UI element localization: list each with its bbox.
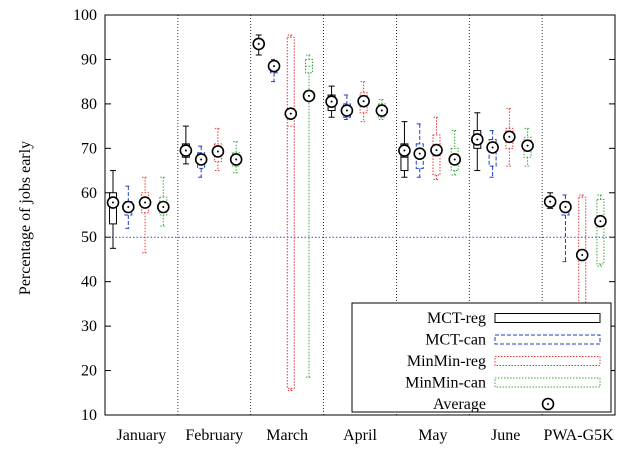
box-minmin-reg-february (211, 127, 225, 172)
average-marker-dot (380, 109, 383, 112)
box-mct-can-june (486, 130, 499, 178)
box-minmin-can-february (229, 141, 243, 174)
x-tick-label: March (266, 427, 308, 444)
average-marker-dot (581, 254, 584, 256)
average-marker-dot (403, 149, 406, 152)
box-minmin-reg-may (430, 116, 443, 180)
box-mct-can-pwa-g5k (559, 194, 572, 263)
legend-average-dot (547, 403, 549, 405)
average-marker-dot (216, 150, 219, 153)
x-tick-label: April (343, 427, 377, 444)
average-marker-dot (362, 100, 365, 103)
legend-label: MCT-can (425, 332, 486, 349)
average-marker-dot (453, 158, 456, 161)
average-marker-dot (345, 109, 348, 112)
y-tick-label: 30 (81, 318, 97, 335)
y-tick-label: 100 (73, 7, 97, 24)
y-tick-label: 20 (81, 363, 97, 380)
legend-label: MCT-reg (427, 310, 486, 327)
average-marker-dot (289, 112, 292, 115)
y-tick-label: 50 (81, 229, 97, 246)
y-tick-label: 80 (81, 96, 97, 113)
box-mct-reg-january (106, 170, 120, 249)
box-mct-reg-february (179, 125, 193, 165)
x-tick-label: January (117, 427, 167, 444)
box-mct-reg-april (325, 85, 338, 118)
box-minmin-can-pwa-g5k (594, 194, 607, 267)
y-tick-label: 40 (81, 274, 97, 291)
legend-box (351, 302, 612, 413)
box-mct-reg-march (252, 34, 266, 56)
average-marker-dot (330, 100, 333, 103)
box-iqr (523, 136, 532, 158)
box-mct-can-february (194, 145, 208, 178)
box-mct-can-january (122, 185, 135, 229)
legend-label: MinMin-can (405, 375, 486, 392)
average-marker-dot (144, 201, 147, 204)
box-iqr (286, 36, 295, 389)
average-marker-dot (200, 158, 203, 161)
legend-swatch (494, 377, 601, 388)
legend-swatch (494, 334, 601, 345)
box-minmin-reg-april (357, 81, 370, 123)
box-mct-can-may (413, 123, 427, 178)
average-marker-dot (599, 220, 602, 223)
box-minmin-can-january (156, 176, 170, 227)
average-marker-dot (418, 152, 421, 155)
x-tick-label: February (185, 427, 243, 444)
y-axis-label: Percentage of jobs early (17, 141, 34, 295)
legend-swatch (494, 356, 601, 366)
box-minmin-can-june (521, 127, 534, 167)
box-iqr (488, 138, 497, 167)
box-mct-reg-may (398, 121, 411, 178)
legend-swatch (494, 313, 601, 323)
box-iqr (141, 192, 150, 214)
average-marker-dot (435, 149, 438, 152)
average-marker-dot (184, 149, 187, 152)
average-marker-dot (526, 144, 529, 147)
box-mct-reg-pwa-g5k (543, 192, 557, 209)
y-tick-label: 70 (81, 140, 97, 157)
y-tick-label: 90 (81, 51, 97, 68)
legend-label: MinMin-reg (407, 353, 486, 370)
box-minmin-can-march (302, 54, 316, 378)
box-minmin-can-may (448, 130, 462, 176)
average-marker-dot (564, 206, 567, 208)
plot-frame (104, 14, 616, 416)
legend: MCT-reg MCT-can MinMin-reg MinMin-can Averag… (351, 302, 612, 413)
average-marker-dot (476, 138, 479, 141)
average-marker-dot (491, 146, 494, 149)
x-tick-label: May (418, 427, 447, 444)
box-iqr (359, 92, 368, 114)
box-iqr (505, 127, 514, 149)
average-marker-dot (508, 135, 511, 138)
x-tick-label: PWA-G5K (543, 427, 614, 444)
average-marker-dot (308, 94, 310, 97)
average-marker-dot (273, 65, 276, 68)
box-minmin-reg-march (284, 34, 298, 392)
box-mct-reg-june (470, 112, 484, 172)
x-tick-label: June (491, 427, 520, 444)
average-marker-dot (112, 201, 115, 204)
box-mct-can-march (267, 58, 281, 83)
legend-label: Average (433, 396, 486, 413)
average-marker-dot (257, 42, 260, 45)
box-iqr (596, 198, 605, 265)
box-minmin-reg-june (503, 107, 516, 167)
y-tick-label: 60 (81, 185, 97, 202)
average-marker-dot (235, 158, 238, 161)
y-tick-label: 10 (81, 407, 97, 424)
box-iqr (109, 192, 118, 225)
average-marker-dot (127, 206, 130, 208)
average-marker-dot (162, 206, 165, 208)
box-mct-can-april (340, 94, 354, 120)
box-minmin-can-april (375, 98, 389, 120)
average-marker-dot (549, 200, 552, 203)
box-minmin-reg-january (138, 176, 152, 254)
